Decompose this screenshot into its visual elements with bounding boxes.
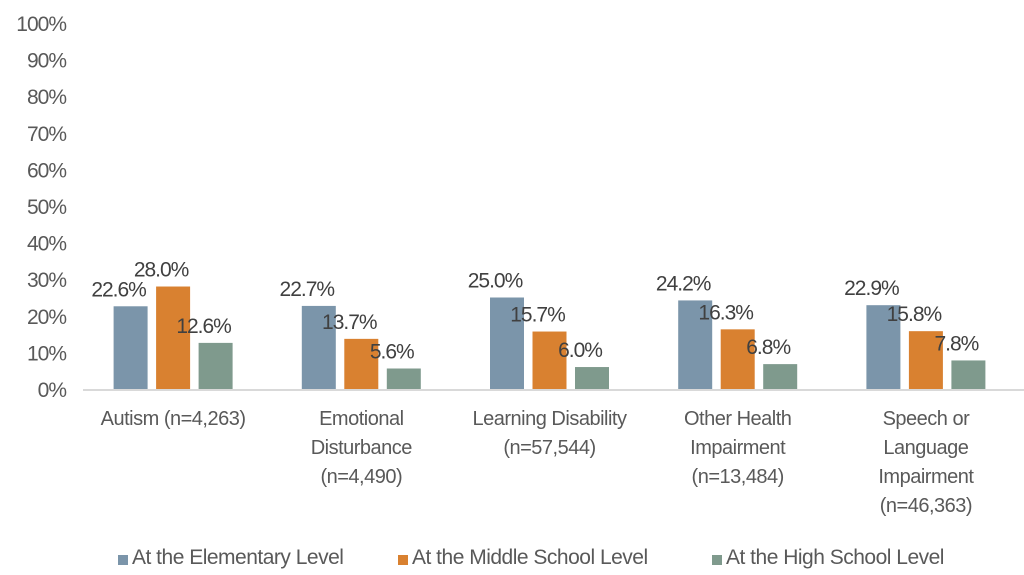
bar xyxy=(763,364,798,389)
data-label: 6.0% xyxy=(558,339,602,362)
bar xyxy=(908,331,943,389)
legend-swatch xyxy=(398,555,408,565)
bars xyxy=(113,286,986,389)
bar xyxy=(866,305,901,389)
bar xyxy=(490,297,524,389)
bar xyxy=(678,300,713,389)
category-label: (n=13,484) xyxy=(692,466,784,488)
y-tick-label: 50% xyxy=(27,196,66,219)
y-tick-label: 80% xyxy=(27,86,66,109)
category-label: Disturbance xyxy=(311,437,413,459)
bar-chart: 0%10%20%30%40%50%60%70%80%90%100% 22.6%2… xyxy=(16,13,1024,517)
data-label: 6.8% xyxy=(746,336,790,359)
data-labels: 22.6%28.0% 12.6% 22.7% 13.7% 5.6% 25.0% 15.7% 6… xyxy=(91,259,979,364)
data-label: 13.7% xyxy=(322,311,377,334)
bar xyxy=(344,338,379,389)
category-label: Autism (n=4,263) xyxy=(101,408,246,430)
bar xyxy=(720,329,755,389)
legend-label: At the High School Level xyxy=(726,546,944,569)
data-label: 22.9% xyxy=(844,277,899,300)
y-tick-label: 30% xyxy=(27,269,66,292)
bar xyxy=(198,342,233,389)
data-label: 28.0% xyxy=(134,259,189,282)
category-label: Language xyxy=(883,437,968,459)
bar xyxy=(301,305,336,389)
legend-item: At the High School Level xyxy=(712,546,944,570)
data-label: 22.7% xyxy=(280,278,335,301)
y-tick-label: 40% xyxy=(27,233,66,256)
legend-label: At the Elementary Level xyxy=(132,546,344,569)
data-label: 22.6% xyxy=(91,278,146,301)
data-label: 5.6% xyxy=(370,341,414,364)
data-label: 7.8% xyxy=(934,332,978,355)
category-labels: Autism (n=4,263) Emotional Disturbance (n=4… xyxy=(101,408,975,517)
legend-item: At the Elementary Level xyxy=(118,546,344,570)
legend: At the Elementary Level At the Middle Sch… xyxy=(0,546,1024,575)
category-label: (n=57,544) xyxy=(503,437,595,459)
y-tick-label: 100% xyxy=(16,13,66,36)
category-label: Impairment xyxy=(690,437,786,459)
y-tick-label: 0% xyxy=(38,379,67,402)
bar xyxy=(951,360,986,389)
y-tick-label: 90% xyxy=(27,50,66,73)
data-label: 15.8% xyxy=(887,303,942,326)
data-label: 15.7% xyxy=(510,304,565,327)
y-tick-label: 20% xyxy=(27,306,66,329)
legend-swatch xyxy=(118,555,128,565)
category-label: Speech or xyxy=(883,408,971,430)
category-label: (n=46,363) xyxy=(880,495,972,517)
data-label: 16.3% xyxy=(698,301,753,324)
data-label: 12.6% xyxy=(176,315,231,338)
category-label: Other Health xyxy=(684,408,791,430)
legend-item: At the Middle School Level xyxy=(398,546,648,570)
category-label: (n=4,490) xyxy=(320,466,402,488)
data-label: 25.0% xyxy=(468,270,523,293)
bar xyxy=(575,367,609,389)
data-label: 24.2% xyxy=(656,272,711,295)
category-label: Impairment xyxy=(878,466,974,488)
category-label: Learning Disability xyxy=(473,408,627,430)
bar xyxy=(113,306,148,389)
y-axis-ticks: 0% 10% 20% 30% 40% 50% 60% 70% 80% 90% 100% xyxy=(16,13,67,402)
y-tick-label: 70% xyxy=(27,123,66,146)
legend-swatch xyxy=(712,555,722,565)
y-tick-label: 10% xyxy=(27,342,66,365)
bar xyxy=(532,331,567,389)
y-tick-label: 60% xyxy=(27,159,66,182)
bar xyxy=(386,368,421,389)
category-label: Emotional xyxy=(319,408,403,430)
bar xyxy=(156,286,191,389)
legend-label: At the Middle School Level xyxy=(412,546,648,569)
